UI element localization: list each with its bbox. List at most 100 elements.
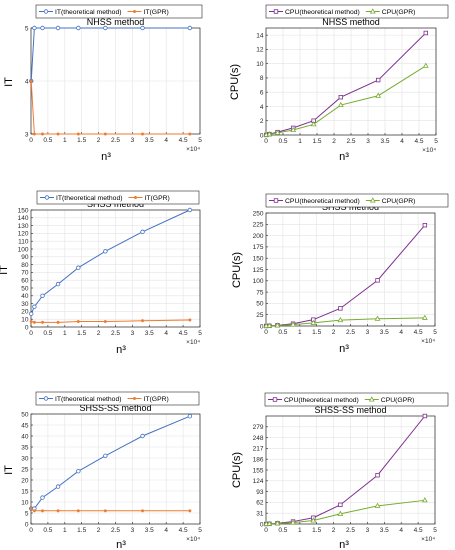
legend-entry-label: CPU(GPR): [381, 397, 415, 404]
x-tick-label: 0: [29, 330, 33, 337]
y-tick-label: 125: [253, 267, 264, 274]
x-tick-label: 3.5: [380, 527, 389, 534]
y-tick-label: 20: [21, 477, 29, 484]
data-point-marker: [132, 396, 137, 401]
data-point-marker: [310, 319, 317, 325]
y-tick-label: 120: [18, 231, 29, 238]
x-tick-label: 1.5: [77, 137, 86, 144]
series-line: [31, 415, 191, 510]
data-point-marker: [140, 319, 145, 323]
data-point-marker: [55, 281, 61, 287]
legend-box: [265, 193, 449, 208]
legend-entry-label: CPU(GPR): [382, 9, 416, 16]
y-tick-label: 2: [260, 118, 264, 125]
data-point-marker: [274, 520, 281, 526]
data-point-marker: [43, 9, 49, 14]
data-point-marker: [422, 62, 429, 68]
data-point-marker: [368, 396, 375, 402]
x-tick-label: 3: [131, 527, 135, 534]
x-axis-label: n³: [339, 151, 349, 163]
y-tick-label: 250: [253, 210, 264, 217]
x-tick-label: 5: [434, 138, 438, 145]
y-tick-label: 279: [253, 424, 264, 431]
data-point-marker: [188, 509, 192, 513]
y-axis-label: CPU(s): [231, 452, 243, 488]
y-tick-label: 40: [21, 433, 29, 440]
chart-title: NHSS method: [322, 17, 380, 27]
y-tick-label: 60: [21, 278, 29, 285]
data-point-marker: [55, 484, 61, 489]
legend-box: [265, 4, 449, 19]
y-tick-label: 100: [18, 246, 29, 253]
x-tick-label: 0.5: [43, 527, 52, 534]
x-exponent-label: ×10⁴: [186, 146, 200, 153]
y-tick-label: 15: [21, 488, 29, 495]
data-point-marker: [32, 25, 37, 31]
x-tick-label: 3: [366, 138, 370, 145]
data-point-marker: [133, 195, 138, 200]
x-tick-label: 2.5: [346, 527, 355, 534]
y-tick-label: 75: [256, 289, 264, 296]
y-tick-label: 14: [256, 32, 264, 39]
x-tick-label: 2.5: [111, 330, 120, 337]
data-point-marker: [188, 318, 192, 322]
data-point-marker: [76, 132, 80, 136]
y-axis-label: IT: [0, 265, 10, 275]
series-1: [29, 25, 193, 84]
x-axis-label: n³: [101, 151, 111, 163]
x-tick-label: 4: [399, 329, 403, 336]
y-tick-label: 50: [256, 301, 264, 308]
x-tick-label: 4.5: [414, 329, 423, 336]
data-point-marker: [310, 121, 317, 127]
chart-title: SHSS-SS method: [314, 405, 386, 415]
x-axis-label: n³: [116, 539, 126, 550]
y-tick-label: 30: [21, 455, 29, 462]
x-tick-label: 3: [366, 527, 370, 534]
y-tick-label: 30: [21, 301, 29, 308]
x-tick-label: 5: [198, 137, 202, 144]
series-1: [29, 207, 193, 316]
x-tick-label: 4: [164, 527, 168, 534]
data-point-marker: [290, 321, 296, 327]
y-tick-label: 4: [260, 104, 264, 111]
data-point-marker: [29, 311, 34, 316]
x-tick-label: 1.5: [312, 329, 321, 336]
data-point-marker: [369, 197, 376, 203]
x-axis-label: n³: [116, 344, 126, 356]
x-tick-label: 3: [131, 330, 135, 337]
data-point-marker: [187, 207, 193, 213]
legend: CPU(theoretical method) CPU(GPR): [265, 4, 449, 19]
x-tick-label: 5: [198, 527, 202, 534]
y-tick-label: 8: [260, 75, 264, 82]
y-tick-label: 25: [21, 466, 29, 473]
data-point-marker: [103, 453, 108, 458]
y-tick-label: 4: [25, 78, 29, 85]
data-point-marker: [421, 497, 428, 503]
y-tick-label: 25: [256, 312, 264, 319]
x-exponent-label: ×10⁴: [186, 339, 200, 346]
y-tick-label: 0: [260, 323, 264, 330]
x-tick-label: 1: [63, 527, 67, 534]
legend-entry-label: CPU(theoretical method): [285, 9, 360, 16]
y-tick-label: 0: [260, 132, 264, 139]
data-point-marker: [422, 413, 428, 419]
x-tick-label: 1.5: [77, 330, 86, 337]
legend: IT(theoretical method) IT(GPR): [35, 391, 200, 406]
x-tick-label: 2.5: [346, 138, 355, 145]
data-point-marker: [266, 520, 273, 526]
legend-box: [36, 190, 200, 205]
x-tick-label: 0: [29, 137, 33, 144]
data-point-marker: [56, 509, 60, 513]
y-tick-label: 50: [21, 411, 29, 418]
x-tick-label: 1: [63, 330, 67, 337]
data-point-marker: [40, 132, 45, 136]
data-point-marker: [375, 77, 381, 83]
y-tick-label: 10: [21, 499, 29, 506]
y-tick-label: 31: [256, 511, 264, 518]
data-point-marker: [337, 316, 344, 323]
x-tick-label: 4.5: [179, 527, 188, 534]
x-tick-label: 2: [332, 138, 336, 145]
data-point-marker: [374, 315, 381, 321]
y-tick-label: 50: [21, 285, 29, 292]
data-point-marker: [76, 25, 81, 31]
